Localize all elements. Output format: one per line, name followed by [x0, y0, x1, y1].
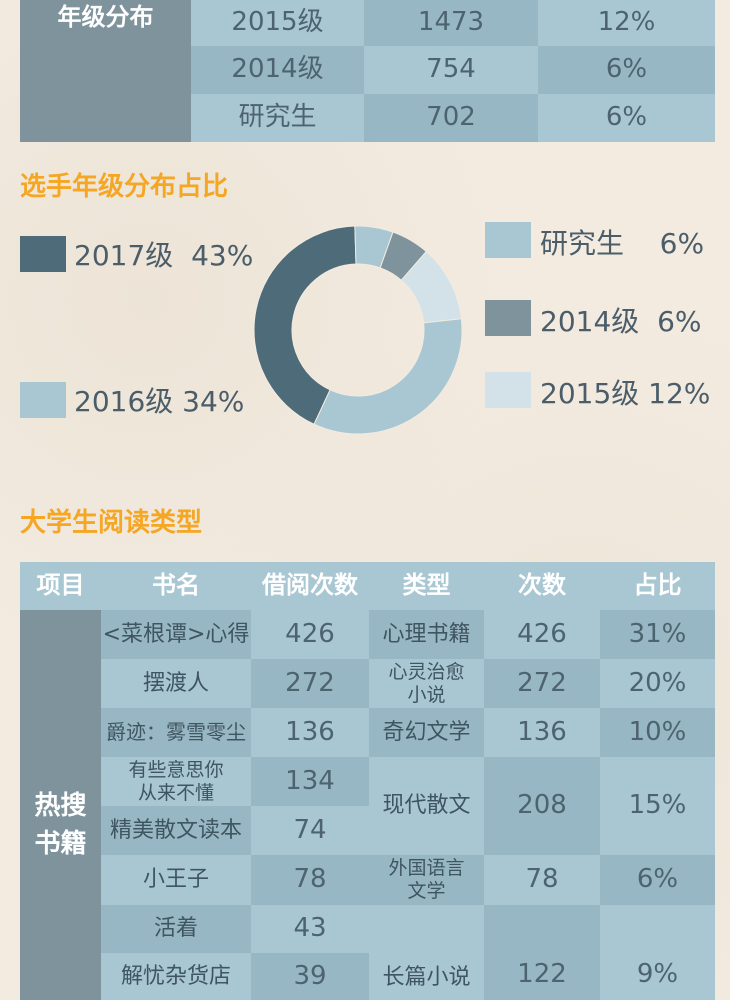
- type-count-cell: 272: [484, 659, 600, 708]
- donut-slice-2017级: [253, 225, 357, 425]
- borrow-count-cell: 78: [251, 855, 369, 905]
- donut-slice-2016级: [313, 318, 463, 435]
- legend-label-graduate: 研究生 6%: [540, 227, 705, 260]
- grade-cell: 2015级: [191, 0, 364, 46]
- grade-donut-chart: [253, 225, 463, 435]
- type-pct-cell: 6%: [600, 855, 715, 905]
- book-title-cell: 解忧杂货店: [101, 953, 251, 1000]
- type-count-cell: 208: [484, 757, 600, 855]
- type-pct-cell: 9%: [600, 905, 715, 1000]
- count-cell: 702: [364, 94, 538, 142]
- legend-swatch-2016: [20, 382, 66, 418]
- type-cell: 心理书籍: [369, 610, 484, 659]
- header-title: 书名: [101, 562, 251, 610]
- legend-swatch-2017: [20, 236, 66, 272]
- legend-label-2015: 2015级 12%: [540, 377, 711, 410]
- borrow-count-cell: 43: [251, 905, 369, 953]
- count-cell: 1473: [364, 0, 538, 46]
- type-count-cell: 78: [484, 855, 600, 905]
- type-text: 心灵治愈小说: [388, 660, 465, 706]
- book-title-text: 有些意思你从来不懂: [128, 758, 224, 804]
- borrow-count-cell: 136: [251, 708, 369, 757]
- borrow-count-cell: 426: [251, 610, 369, 659]
- header-borrow-count: 借阅次数: [251, 562, 369, 610]
- borrow-count-cell: 39: [251, 953, 369, 1000]
- legend-label-2016: 2016级 34%: [74, 385, 245, 418]
- reading-section-title: 大学生阅读类型: [20, 508, 203, 538]
- book-title-cell: 爵迹：雾雪零尘: [101, 708, 251, 757]
- header-item: 项目: [20, 562, 101, 610]
- grade-cell: 2014级: [191, 46, 364, 94]
- legend-swatch-2015: [485, 372, 531, 408]
- type-cell: 外国语言文学: [369, 855, 484, 905]
- pct-cell: 12%: [538, 0, 715, 46]
- type-cell: 奇幻文学: [369, 708, 484, 757]
- book-title-cell: 摆渡人: [101, 659, 251, 708]
- type-pct-cell: 10%: [600, 708, 715, 757]
- type-cell: 现代散文: [369, 757, 484, 855]
- type-pct-cell: 31%: [600, 610, 715, 659]
- header-count: 次数: [484, 562, 600, 610]
- grade-table-side-label: 年级分布: [57, 3, 154, 31]
- pct-cell: 6%: [538, 94, 715, 142]
- book-title-cell: 小王子: [101, 855, 251, 905]
- type-pct-cell: 20%: [600, 659, 715, 708]
- hot-books-label: 热搜书籍: [34, 791, 87, 859]
- borrow-count-cell: 134: [251, 757, 369, 806]
- legend-label-2017: 2017级 43%: [74, 239, 254, 272]
- borrow-count-cell: 272: [251, 659, 369, 708]
- header-type: 类型: [369, 562, 484, 610]
- header-pct: 占比: [600, 562, 715, 610]
- grade-chart-title: 选手年级分布占比: [20, 172, 229, 202]
- grade-cell: 研究生: [191, 94, 364, 142]
- pct-cell: 6%: [538, 46, 715, 94]
- type-count-cell: 426: [484, 610, 600, 659]
- type-count-cell: 122: [484, 905, 600, 1000]
- legend-label-2014: 2014级 6%: [540, 305, 702, 338]
- book-title-cell: 活着: [101, 905, 251, 953]
- book-title-cell: 精美散文读本: [101, 806, 251, 855]
- legend-swatch-2014: [485, 300, 531, 336]
- book-title-cell: 有些意思你从来不懂: [101, 757, 251, 806]
- type-cell: 心灵治愈小说: [369, 659, 484, 708]
- type-cell: 长篇小说: [369, 905, 484, 1000]
- count-cell: 754: [364, 46, 538, 94]
- legend-swatch-graduate: [485, 222, 531, 258]
- type-text: 外国语言文学: [388, 857, 465, 902]
- book-title-cell: <菜根谭>心得: [101, 610, 251, 659]
- type-count-cell: 136: [484, 708, 600, 757]
- borrow-count-cell: 74: [251, 806, 369, 855]
- hot-books-side-cell: 热搜书籍: [20, 610, 101, 1000]
- grade-table-side-cell: [20, 0, 191, 142]
- type-pct-cell: 15%: [600, 757, 715, 855]
